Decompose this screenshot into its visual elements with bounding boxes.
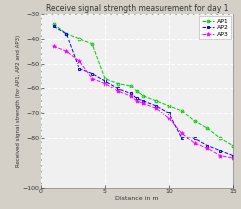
AP1 bbox=[180, 110, 183, 112]
AP1 bbox=[91, 42, 94, 45]
AP1 bbox=[193, 120, 196, 122]
AP3 bbox=[116, 90, 119, 92]
AP3 bbox=[78, 60, 81, 62]
AP2 bbox=[103, 80, 106, 82]
AP1 bbox=[52, 23, 55, 25]
AP3 bbox=[135, 100, 138, 102]
AP1 bbox=[116, 82, 119, 85]
X-axis label: Distance in m: Distance in m bbox=[115, 196, 159, 201]
Line: AP2: AP2 bbox=[52, 25, 234, 157]
AP1 bbox=[78, 38, 81, 40]
AP2 bbox=[142, 100, 145, 102]
AP3 bbox=[219, 154, 221, 157]
AP2 bbox=[52, 25, 55, 28]
AP1 bbox=[206, 127, 209, 130]
AP2 bbox=[167, 112, 170, 115]
Line: AP1: AP1 bbox=[52, 23, 234, 147]
AP1 bbox=[65, 33, 68, 35]
Y-axis label: Received signal strength (for AP1, AP2 and AP3): Received signal strength (for AP1, AP2 a… bbox=[16, 35, 21, 167]
AP2 bbox=[116, 87, 119, 90]
AP1 bbox=[232, 144, 234, 147]
AP1 bbox=[155, 100, 158, 102]
AP1 bbox=[167, 105, 170, 107]
AP1 bbox=[103, 77, 106, 80]
AP3 bbox=[232, 157, 234, 159]
AP3 bbox=[155, 107, 158, 110]
Title: Receive signal strength measurement for day 1: Receive signal strength measurement for … bbox=[46, 4, 228, 13]
AP3 bbox=[91, 77, 94, 80]
AP3 bbox=[193, 142, 196, 144]
AP2 bbox=[129, 92, 132, 95]
AP1 bbox=[135, 90, 138, 92]
AP3 bbox=[129, 95, 132, 97]
AP3 bbox=[180, 132, 183, 134]
AP2 bbox=[65, 33, 68, 35]
Legend: AP1, AP2, AP3: AP1, AP2, AP3 bbox=[199, 16, 231, 40]
AP2 bbox=[219, 149, 221, 152]
AP3 bbox=[103, 82, 106, 85]
AP3 bbox=[65, 50, 68, 52]
AP3 bbox=[206, 147, 209, 149]
AP2 bbox=[155, 105, 158, 107]
AP1 bbox=[129, 85, 132, 87]
AP1 bbox=[219, 137, 221, 139]
AP2 bbox=[78, 67, 81, 70]
AP2 bbox=[206, 144, 209, 147]
AP3 bbox=[52, 45, 55, 47]
AP2 bbox=[91, 72, 94, 75]
Line: AP3: AP3 bbox=[52, 44, 235, 160]
AP2 bbox=[193, 137, 196, 139]
AP2 bbox=[135, 97, 138, 100]
AP3 bbox=[142, 102, 145, 105]
AP1 bbox=[142, 95, 145, 97]
AP3 bbox=[167, 117, 170, 120]
AP2 bbox=[232, 154, 234, 157]
AP2 bbox=[180, 137, 183, 139]
